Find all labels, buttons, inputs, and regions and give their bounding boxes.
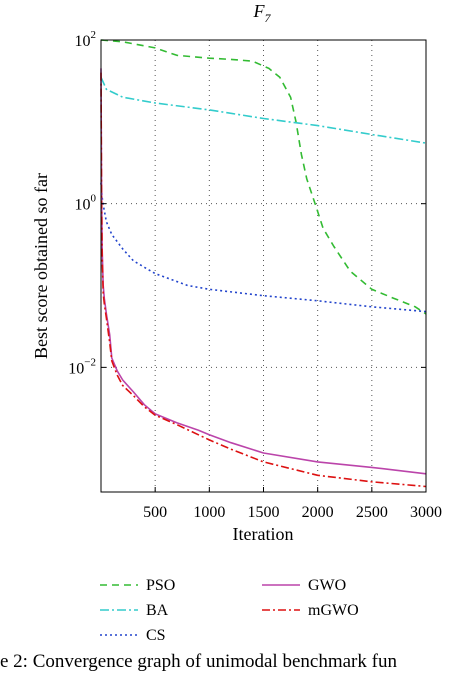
y-tick-label: 10−2 (68, 356, 96, 377)
x-axis-ticks: 500 1000 1500 2000 2500 3000 (143, 487, 442, 521)
legend-label-ba: BA (146, 602, 169, 619)
grid-lines (101, 39, 426, 492)
series-line-mgwo (100, 72, 427, 488)
y-tick-label: 100 (75, 193, 97, 214)
figure-caption: e 2: Convergence graph of unimodal bench… (0, 651, 397, 672)
x-tick-label: 2000 (302, 504, 334, 521)
chart-title-subscript: 7 (265, 11, 272, 25)
x-tick-label: 1000 (193, 504, 225, 521)
series-line-ba (100, 76, 427, 144)
legend-label-pso: PSO (146, 577, 175, 594)
series-lines (100, 39, 427, 488)
series-line-cs (100, 182, 427, 313)
x-tick-label: 2500 (356, 504, 388, 521)
x-tick-label: 3000 (410, 504, 442, 521)
convergence-chart: F7 500 1000 1500 2000 2500 3000 10−2 100 102 It… (31, 1, 442, 644)
y-axis-ticks: 10−2 100 102 (68, 29, 426, 377)
x-axis-label: Iteration (233, 524, 294, 544)
y-tick-label: 102 (75, 29, 97, 50)
legend-label-mgwo: mGWO (308, 602, 359, 619)
legend-label-cs: CS (146, 627, 166, 644)
x-tick-label: 500 (143, 504, 167, 521)
x-tick-label: 1500 (248, 504, 280, 521)
series-line-gwo (100, 68, 427, 475)
series-line-pso (100, 39, 427, 315)
legend-label-gwo: GWO (308, 577, 346, 594)
legend: PSO BA CS GWO mGWO (100, 577, 359, 644)
chart-title: F7 (253, 1, 272, 25)
y-axis-label: Best score obtained so far (31, 173, 51, 359)
chart-title-main: F (253, 1, 266, 21)
